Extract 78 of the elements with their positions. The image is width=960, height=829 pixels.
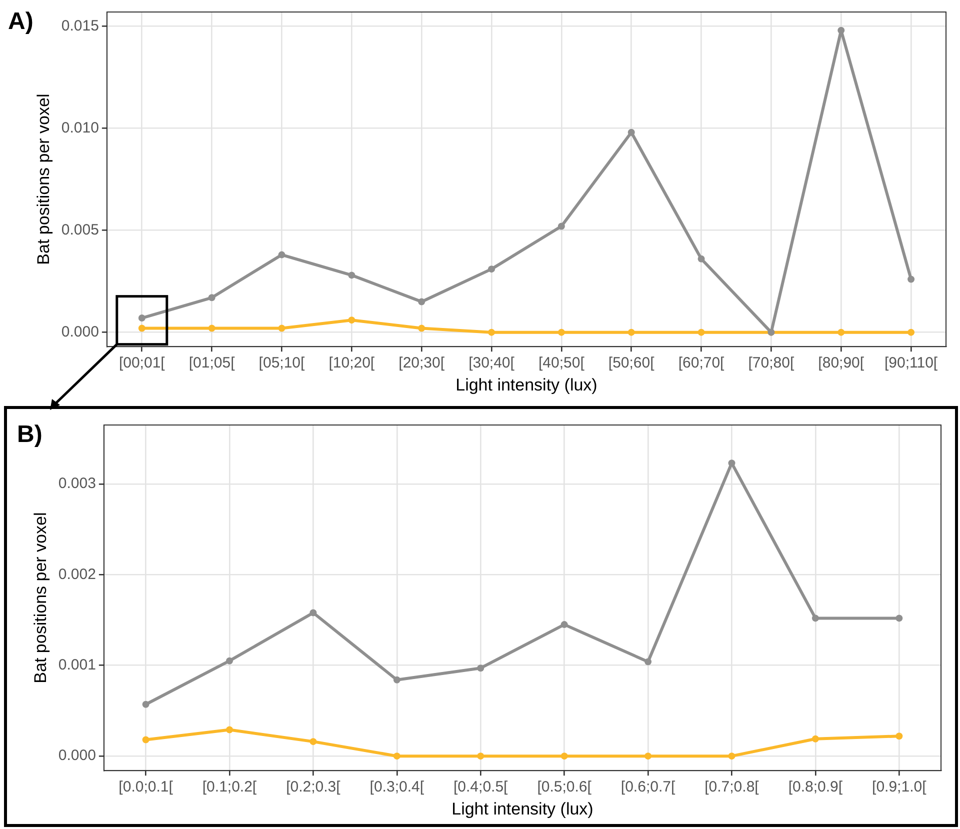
text: B) (17, 421, 42, 449)
point (348, 316, 356, 324)
x-tick-label: [80;90[ (818, 354, 865, 372)
point (628, 328, 635, 336)
point (226, 726, 233, 734)
x-tick-label: [0.6;0.7[ (620, 778, 676, 796)
x-tick-label: [0.4;0.5[ (454, 778, 509, 796)
x-tick-label: [0.2;0.3[ (286, 778, 342, 796)
point (348, 272, 356, 279)
x-tick-label: [0.0;0.1[ (118, 778, 174, 796)
x-tick-label: [01;05[ (188, 354, 236, 372)
y-tick-label: 0.002 (58, 566, 96, 583)
point (138, 324, 146, 332)
point (558, 222, 565, 230)
x-tick-label: [90;110[ (884, 354, 938, 372)
x-tick-label: [30;40[ (468, 354, 516, 372)
x-tick-label: [0.9;1.0[ (872, 778, 928, 796)
point (278, 324, 286, 332)
y-tick-label: 0.005 (61, 221, 99, 238)
x-tick-label: [0.5;0.6[ (537, 778, 592, 796)
x-tick-label: [0.8;0.9[ (788, 778, 844, 796)
point (896, 614, 903, 622)
y-tick-label: 0.010 (61, 119, 99, 136)
x-tick-label: [20;30[ (398, 354, 446, 372)
x-tick-label: [0.7;0.8[ (704, 778, 760, 796)
x-tick-label: [40;50[ (538, 354, 586, 372)
point (142, 700, 150, 708)
point (208, 324, 216, 332)
point (310, 609, 317, 616)
point (908, 276, 915, 283)
text: A) (8, 8, 34, 36)
x-tick-label: [50;60[ (608, 354, 656, 372)
point (812, 735, 819, 742)
point (208, 294, 216, 302)
x-tick-label: [60;70[ (678, 354, 726, 372)
x-axis-title: Light intensity (lux) (452, 799, 594, 818)
y-axis-title: Bat positions per voxel (30, 512, 50, 684)
point (628, 128, 635, 136)
point (418, 298, 426, 306)
x-tick-label: [0.3;0.4[ (370, 778, 425, 796)
point (698, 255, 705, 262)
point (310, 738, 317, 746)
y-tick-label: 0.015 (61, 17, 99, 34)
y-tick-label: 0.003 (58, 475, 96, 492)
x-tick-label: [10;20[ (328, 354, 376, 372)
point (560, 621, 568, 628)
y-axis-title: Bat positions per voxel (34, 94, 53, 265)
point (728, 752, 736, 760)
point (393, 676, 400, 684)
x-axis-title: Light intensity (lux) (456, 375, 598, 394)
point (812, 614, 819, 622)
y-tick-label: 0.000 (58, 747, 96, 764)
point (138, 314, 146, 322)
point (560, 752, 568, 760)
point (896, 732, 903, 740)
point (278, 251, 286, 258)
point (477, 664, 484, 672)
x-tick-label: [70;80[ (748, 354, 795, 372)
y-tick-label: 0.000 (61, 323, 99, 340)
point (418, 324, 426, 332)
point (908, 328, 915, 336)
point (142, 736, 150, 744)
point (698, 328, 705, 336)
point (644, 658, 652, 666)
point (558, 328, 565, 336)
x-tick-label: [00;01[ (118, 354, 166, 372)
y-tick-label: 0.001 (58, 656, 96, 674)
x-tick-label: [05;10[ (258, 354, 306, 372)
point (838, 328, 845, 336)
point (393, 752, 400, 760)
point (226, 657, 233, 664)
point (838, 26, 845, 34)
point (477, 752, 484, 760)
x-tick-label: [0.1;0.2[ (202, 778, 258, 796)
point (488, 328, 496, 336)
point (644, 752, 652, 760)
point (488, 266, 496, 273)
point (728, 460, 736, 467)
